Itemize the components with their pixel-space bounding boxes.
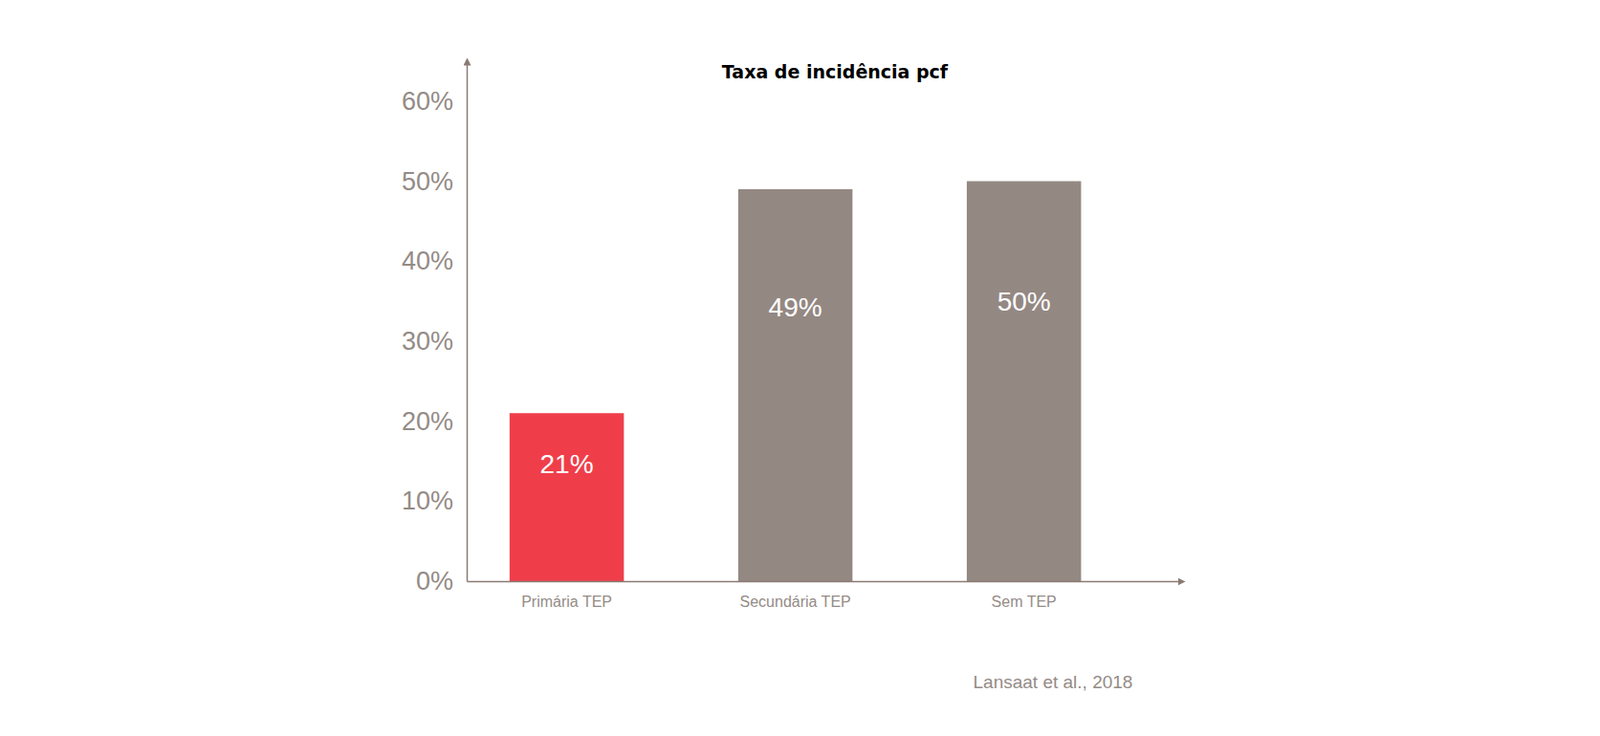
title: Taxa de incidência pcf — [722, 61, 949, 83]
x-tick-label: Primária TEP — [521, 593, 613, 611]
data-labels: 21% 49% 50% — [540, 286, 1052, 480]
x-tick-label: Secundária TEP — [740, 593, 852, 611]
bar — [738, 189, 854, 582]
data-label: 50% — [997, 286, 1052, 317]
bars — [509, 181, 1082, 582]
y-tick: 10% — [401, 486, 467, 516]
y-tick: 20% — [401, 407, 467, 437]
y-tick-label: 30% — [401, 327, 454, 356]
bar — [509, 413, 625, 582]
y-tick: 30% — [401, 327, 467, 356]
y-tick-label: 50% — [401, 167, 454, 197]
bar — [966, 181, 1082, 582]
x-tick: Secundária TEP — [740, 581, 852, 611]
y-tick: 40% — [401, 246, 467, 276]
x-tick: Sem TEP — [991, 581, 1057, 611]
y-tick-label: 10% — [401, 486, 454, 516]
x-tick-label: Sem TEP — [991, 593, 1057, 611]
data-label: 49% — [768, 292, 823, 323]
y-tick: 0% — [416, 567, 467, 596]
x-axis-line — [467, 581, 1183, 584]
y-axis-line — [466, 62, 469, 583]
x-axis: Primária TEP Secundária TEP Sem TEP — [467, 581, 1183, 611]
x-tick: Primária TEP — [521, 581, 613, 611]
y-tick: 60% — [401, 87, 467, 116]
data-label: 21% — [540, 449, 594, 480]
y-tick-label: 20% — [401, 407, 454, 437]
y-axis: 0% 10% 20% 30% 40% 50% 60% — [401, 62, 468, 597]
source-note: Lansaat et al., 2018 — [973, 672, 1134, 693]
y-tick-label: 0% — [416, 567, 454, 596]
y-tick: 50% — [401, 167, 467, 197]
chart: Taxa de incidência pcf 0% 10% 20% 30% 40% 50% 6… — [0, 0, 1600, 736]
y-tick-label: 40% — [401, 246, 454, 276]
y-tick-label: 60% — [401, 87, 454, 116]
